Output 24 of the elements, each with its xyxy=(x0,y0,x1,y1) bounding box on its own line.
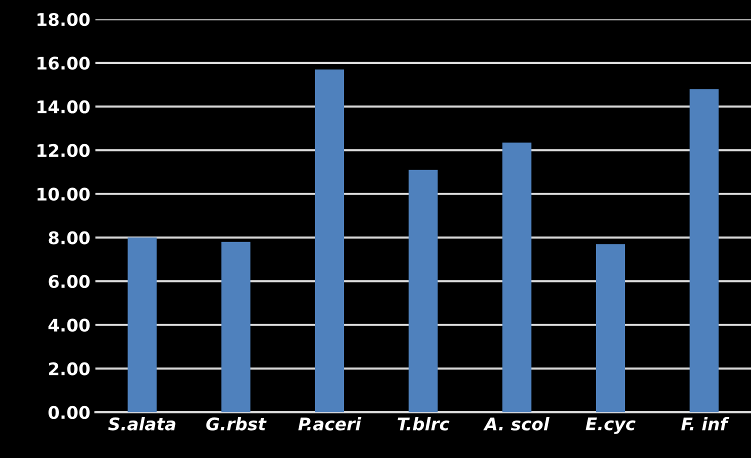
x-tick-label: A. scol xyxy=(483,417,550,430)
x-tick-label: P.aceri xyxy=(298,417,362,430)
bar xyxy=(502,142,532,412)
y-tick-label: 0.00 xyxy=(48,406,90,420)
y-tick-label: 18.00 xyxy=(38,12,90,26)
x-tick-label: T.blrc xyxy=(398,417,450,430)
y-tick-label: 2.00 xyxy=(49,362,90,376)
y-tick-label: 14.00 xyxy=(38,100,90,114)
x-tick-label: G.rbst xyxy=(206,417,267,430)
bar xyxy=(690,89,719,412)
x-tick-label: F. inf xyxy=(681,417,730,430)
bar xyxy=(408,170,438,412)
bar xyxy=(221,242,250,412)
bar xyxy=(315,69,344,412)
bar xyxy=(596,244,626,412)
y-tick-label: 6.00 xyxy=(48,274,90,288)
y-tick-label: 12.00 xyxy=(38,144,90,158)
bar xyxy=(128,238,157,412)
y-tick-label: 4.00 xyxy=(48,318,90,332)
y-tick-label: 16.00 xyxy=(38,56,90,70)
x-tick-label: E.cyc xyxy=(586,417,636,434)
y-tick-label: 8.00 xyxy=(48,231,90,244)
x-tick-label: S.alata xyxy=(108,417,176,430)
y-tick-label: 10.00 xyxy=(38,188,90,201)
